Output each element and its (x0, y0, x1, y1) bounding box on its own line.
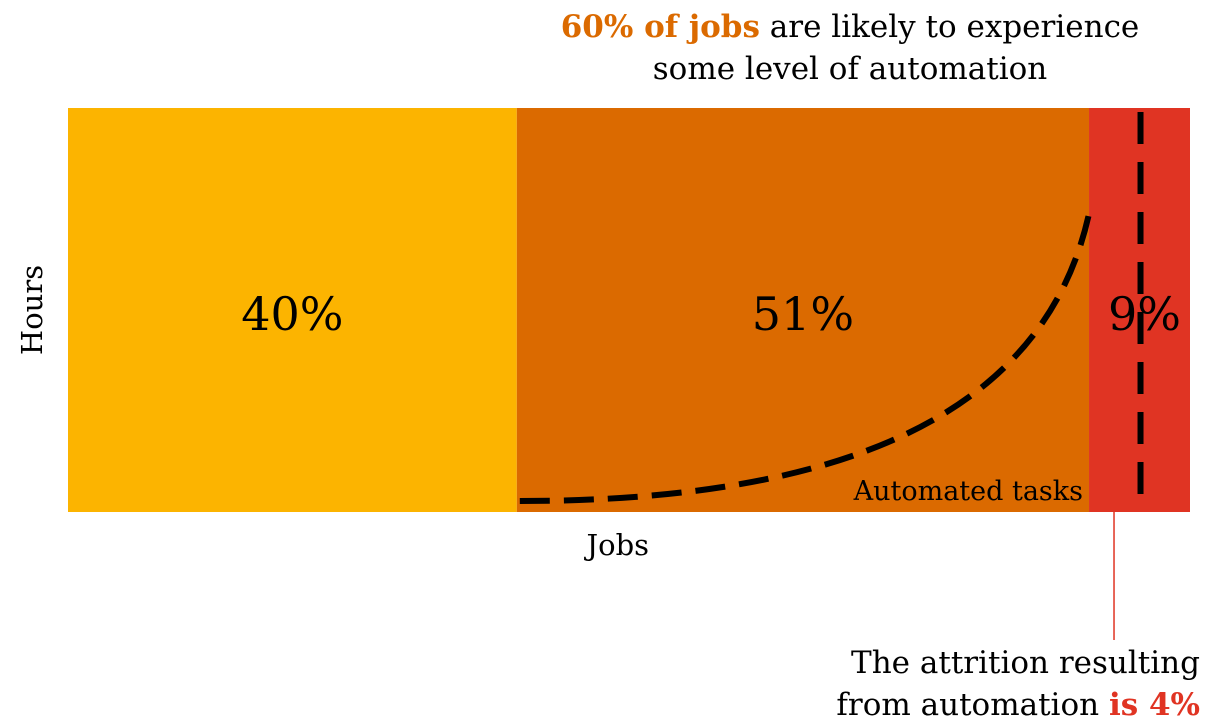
headline-line1-rest: are likely to experience (759, 9, 1140, 45)
footnote: The attrition resulting from automation … (700, 642, 1200, 726)
footnote-highlight: is 4% (1108, 687, 1200, 723)
bar-segment-1 (68, 108, 517, 512)
segment-label-2: 51% (752, 287, 854, 341)
footnote-line2-plain: from automation (836, 687, 1109, 723)
headline: 60% of jobs are likely to experience som… (480, 6, 1207, 90)
x-axis-label: Jobs (584, 528, 650, 562)
bar-segment-2 (516, 108, 1090, 512)
footnote-line1: The attrition resulting (851, 645, 1200, 681)
segment-label-3: 9% (1108, 287, 1181, 341)
segment-label-1: 40% (241, 287, 343, 341)
y-axis-label: Hours (15, 265, 49, 355)
headline-highlight: 60% of jobs (560, 9, 760, 45)
annotation-automated-tasks: Automated tasks (853, 476, 1083, 507)
automated-tasks-curve (519, 203, 1094, 504)
headline-line2: some level of automation (652, 51, 1048, 87)
